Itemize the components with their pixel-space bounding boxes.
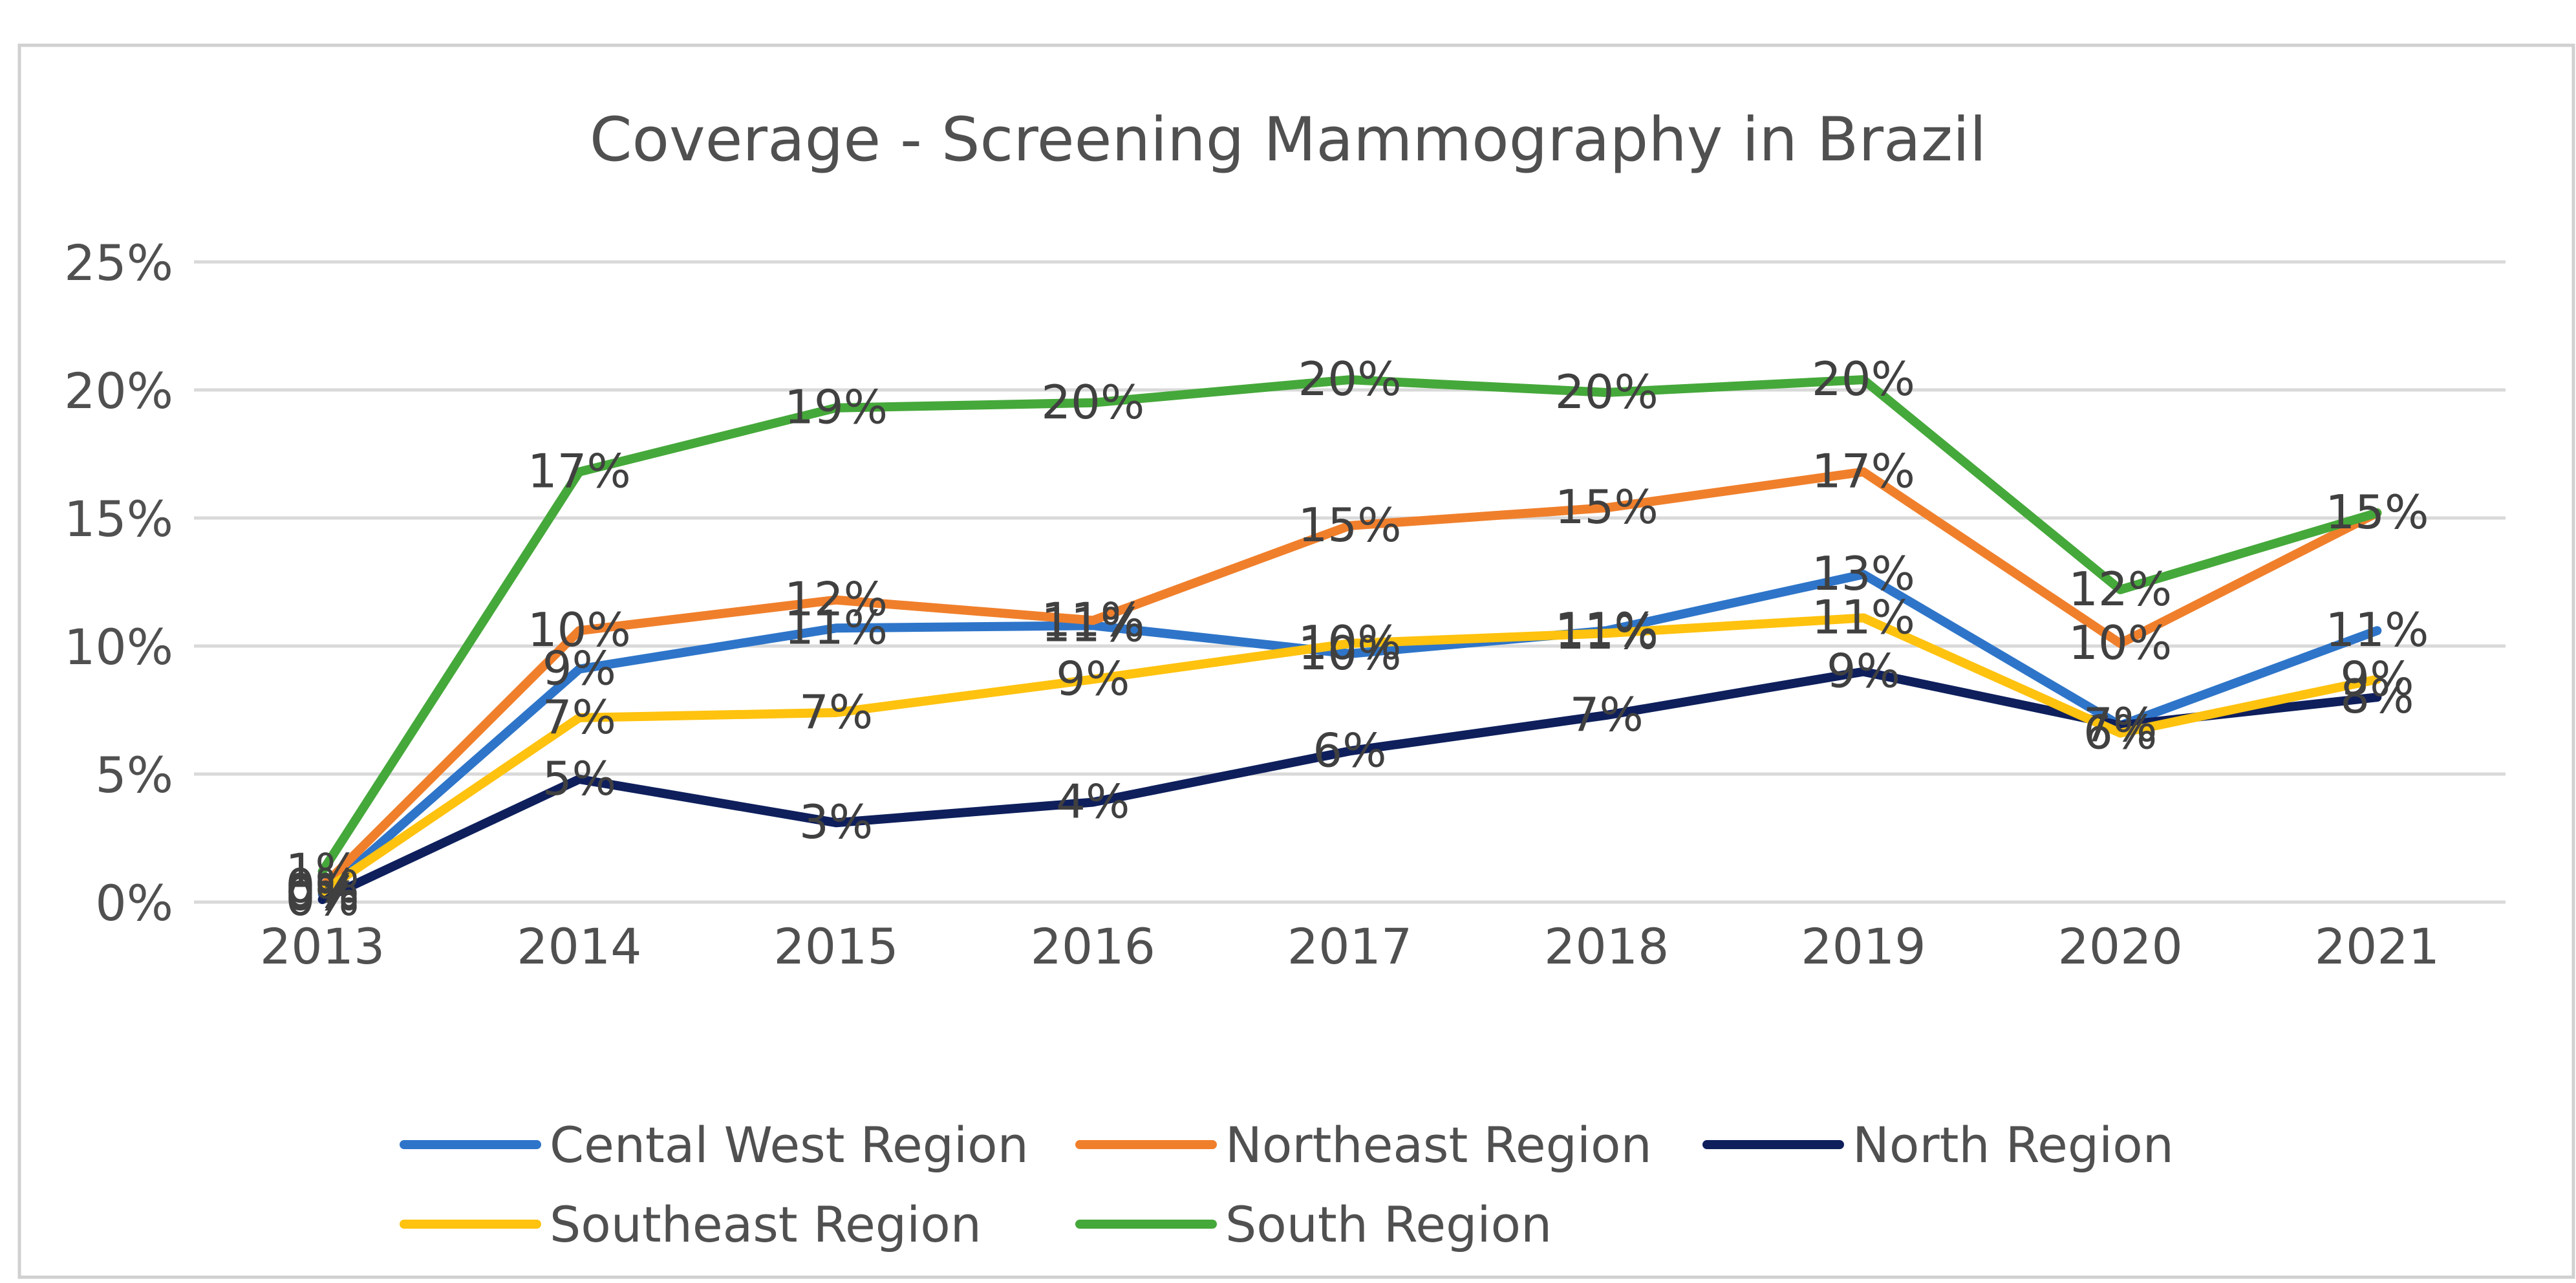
data-label: 4% xyxy=(1056,775,1130,829)
data-label: 0% xyxy=(285,864,359,918)
series-line xyxy=(317,467,2382,892)
data-label: 11% xyxy=(1041,598,1144,652)
data-label: 11% xyxy=(784,600,888,654)
legend-label: Northeast Region xyxy=(1225,1116,1652,1174)
x-tick-label: 2020 xyxy=(2057,918,2182,975)
data-label: 9% xyxy=(2340,651,2414,706)
x-tick-label: 2015 xyxy=(773,918,898,975)
data-label: 10% xyxy=(1298,626,1401,680)
data-label: 12% xyxy=(2068,562,2172,616)
data-label: 3% xyxy=(799,795,873,849)
data-label: 11% xyxy=(1812,590,1915,644)
data-label: 0% xyxy=(285,867,359,921)
data-label: 11% xyxy=(1555,603,1658,657)
chart-border xyxy=(17,43,2575,1279)
data-label: 7% xyxy=(542,690,616,744)
legend-label: South Region xyxy=(1225,1196,1552,1253)
series-line xyxy=(317,570,2382,900)
data-label: 10% xyxy=(528,603,631,657)
data-label: 15% xyxy=(2325,485,2429,539)
data-label: 15% xyxy=(1298,498,1401,552)
data-label: 9% xyxy=(542,642,616,696)
x-tick-label: 2016 xyxy=(1031,918,1155,975)
data-label: 11% xyxy=(1041,592,1144,647)
series-line xyxy=(317,667,2382,905)
data-label: 7% xyxy=(2083,698,2157,752)
x-tick-label: 2019 xyxy=(1801,918,1926,975)
data-label: 6% xyxy=(2083,706,2157,760)
data-label: 17% xyxy=(528,444,631,499)
y-tick-label: 15% xyxy=(64,490,173,548)
series-line xyxy=(317,375,2382,876)
data-label: 7% xyxy=(2083,698,2157,752)
x-axis-ticks: 2013 2014 2015 2016 2017 2018 2019 2020 2021 xyxy=(260,918,2440,975)
legend: Cental West Region Northeast Region North … xyxy=(400,1116,2174,1253)
x-tick-label: 2017 xyxy=(1287,918,1412,975)
y-tick-label: 0% xyxy=(95,874,173,932)
data-labels: 0%9%11% 11%10% 11%13%7%11%0%10%12% 11%15% 15… xyxy=(285,352,2429,926)
data-label: 11% xyxy=(2325,603,2429,657)
series-lines xyxy=(317,375,2382,905)
y-tick-label: 20% xyxy=(64,362,173,420)
data-label: 19% xyxy=(784,380,888,435)
x-tick-label: 2021 xyxy=(2315,918,2440,975)
data-label: 7% xyxy=(1570,687,1644,742)
data-label: 15% xyxy=(1555,480,1658,534)
data-label: 9% xyxy=(1827,644,1900,698)
data-label: 15% xyxy=(2325,485,2429,539)
data-label: 20% xyxy=(1041,375,1144,429)
y-tick-label: 25% xyxy=(64,234,173,292)
x-tick-label: 2013 xyxy=(260,918,385,975)
chart-title: Coverage - Screening Mammography in Braz… xyxy=(590,105,1986,175)
data-label: 20% xyxy=(1555,365,1658,419)
x-tick-label: 2014 xyxy=(517,918,641,975)
data-label: 17% xyxy=(1812,444,1915,499)
data-label: 7% xyxy=(799,685,873,739)
data-label: 8% xyxy=(2340,669,2414,724)
legend-label: North Region xyxy=(1852,1116,2174,1174)
legend-label: Cental West Region xyxy=(550,1116,1029,1174)
data-label: 1% xyxy=(285,843,359,898)
y-tick-label: 5% xyxy=(95,746,173,804)
data-label: 0% xyxy=(285,872,359,926)
y-tick-label: 10% xyxy=(64,618,173,676)
legend-label: Southeast Region xyxy=(550,1196,982,1253)
x-tick-label: 2018 xyxy=(1544,918,1669,975)
data-label: 10% xyxy=(1298,616,1401,670)
data-label: 10% xyxy=(2068,616,2172,670)
data-label: 12% xyxy=(784,572,888,627)
data-label: 13% xyxy=(1812,546,1915,601)
data-label: 0% xyxy=(285,859,359,913)
data-label: 20% xyxy=(1812,352,1915,406)
data-label: 6% xyxy=(1313,723,1386,777)
data-label: 9% xyxy=(1056,651,1130,706)
series-line xyxy=(317,613,2382,897)
data-label: 5% xyxy=(542,751,616,806)
y-axis-ticks: 0% 5% 10% 15% 20% 25% xyxy=(64,234,173,932)
data-label: 20% xyxy=(1298,352,1401,406)
data-label: 11% xyxy=(1555,605,1658,660)
